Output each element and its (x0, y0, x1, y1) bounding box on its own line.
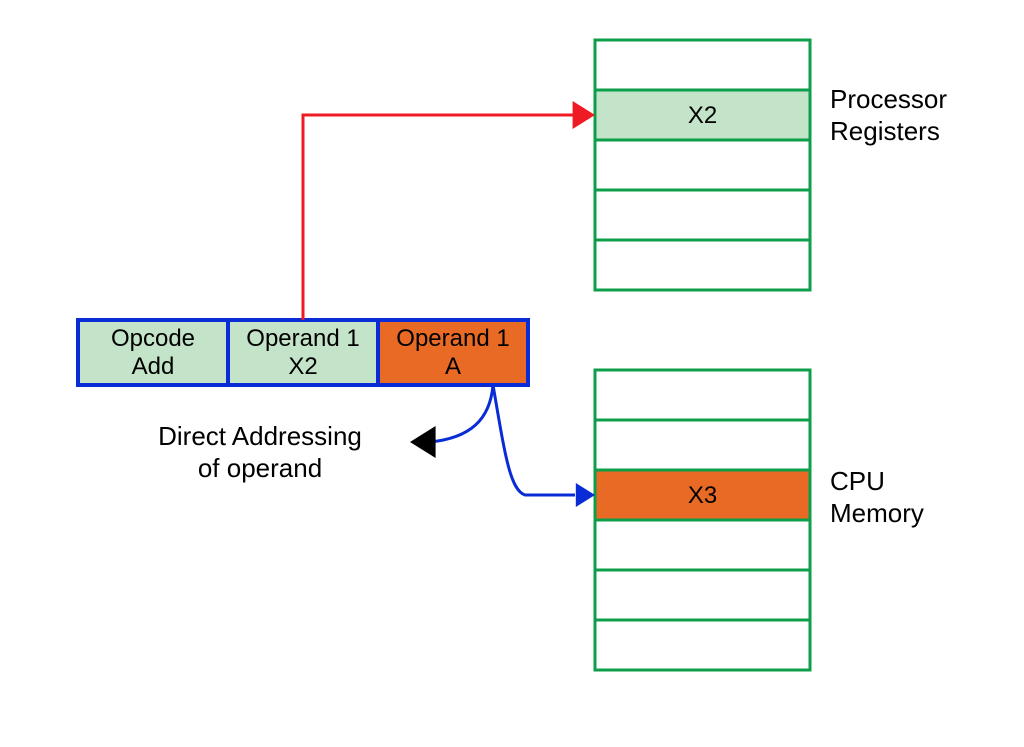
annotation-line1: Direct Addressing (158, 421, 362, 451)
arrow-head (410, 426, 436, 458)
memory-cell (595, 570, 810, 620)
memory-label-line2: Memory (830, 498, 924, 528)
instruction-cell-line1: Operand 1 (396, 325, 509, 352)
instruction-cell-line1: Operand 1 (246, 325, 359, 352)
arrow-head (576, 483, 595, 507)
memory-cell (595, 520, 810, 570)
instruction-cell-line2: A (445, 353, 461, 380)
memory-cell (595, 420, 810, 470)
registers-label-line2: Registers (830, 116, 940, 146)
register-cell (595, 190, 810, 240)
registers-label-line1: Processor (830, 84, 947, 114)
memory-label-line1: CPU (830, 466, 885, 496)
memory-cell (595, 620, 810, 670)
register-cell (595, 40, 810, 90)
instruction-cell-line1: Opcode (111, 325, 195, 352)
instruction-cell-line2: X2 (288, 353, 317, 380)
register-cell (595, 140, 810, 190)
instruction-cell-line2: Add (132, 353, 175, 380)
arrow-blue-label (430, 385, 493, 442)
arrow-red (303, 115, 575, 320)
register-highlight-text: X2 (688, 102, 717, 129)
annotation-line2: of operand (198, 453, 322, 483)
arrow-blue-memory (493, 385, 575, 495)
register-cell (595, 240, 810, 290)
memory-highlight-text: X3 (688, 482, 717, 509)
memory-cell (595, 370, 810, 420)
diagram-canvas: X2 ProcessorRegisters X3 CPUMemory OpcodeAdd… (0, 0, 1024, 747)
arrow-head (573, 101, 595, 129)
